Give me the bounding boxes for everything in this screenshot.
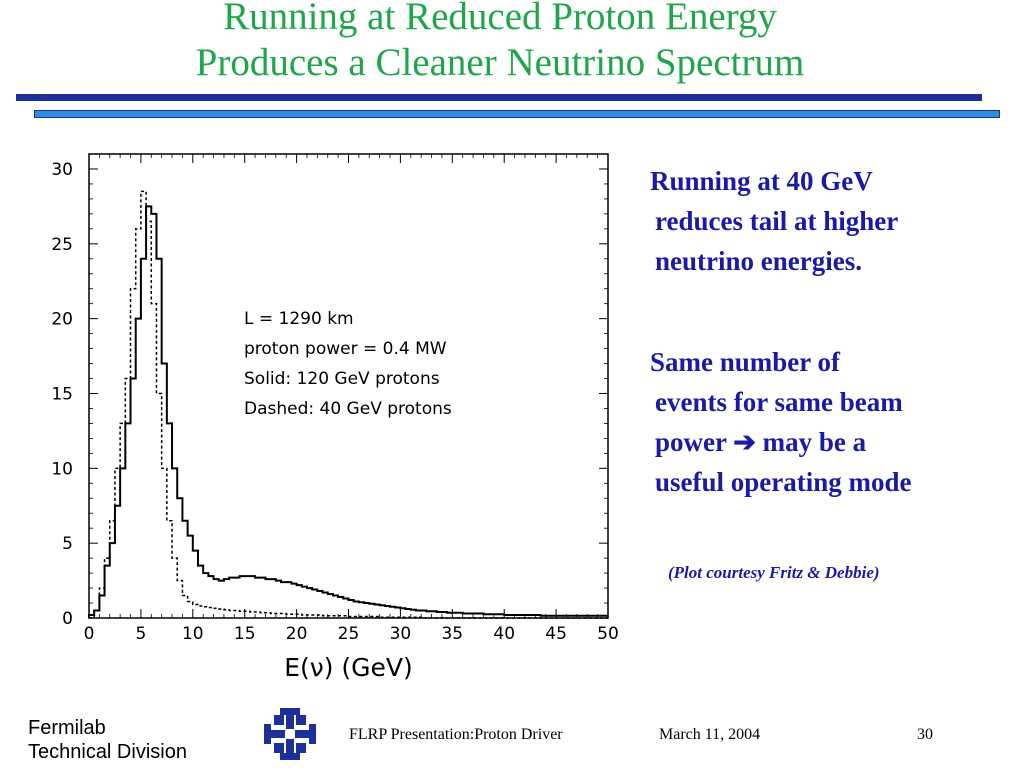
chart-annotation: Dashed: 40 GeV protons (244, 399, 452, 419)
x-tick-label: 30 (390, 624, 412, 644)
plot-credit: (Plot courtesy Fritz & Debbie) (668, 563, 880, 582)
slide-title: Running at Reduced Proton Energy Produce… (0, 0, 1000, 86)
x-tick-label: 20 (286, 624, 308, 644)
y-tick-label: 20 (51, 310, 73, 330)
footer-presentation: FLRP Presentation:Proton Driver (349, 726, 563, 743)
x-tick-label: 45 (545, 624, 567, 644)
y-tick-label: 25 (51, 235, 73, 255)
y-tick-label: 0 (62, 609, 73, 629)
y-tick-label: 15 (51, 384, 73, 404)
bullet-2-line-3: power ➔ may be a (655, 427, 867, 457)
x-tick-label: 50 (597, 624, 619, 644)
bullet-text-1: Running at 40 GeV reduces tail at higher… (648, 161, 898, 281)
x-tick-label: 25 (338, 624, 360, 644)
x-axis-label: E(ν) (GeV) (284, 653, 413, 682)
x-tick-label: 0 (84, 624, 95, 644)
series-120gev-solid-histogram (88, 205, 608, 618)
title-line-2: Produces a Cleaner Neutrino Spectrum (195, 41, 805, 84)
x-tick-label: 5 (135, 624, 146, 644)
bullet-2-line-4: useful operating mode (655, 467, 912, 497)
x-tick-label: 15 (234, 624, 256, 644)
title-underline-dark (16, 94, 982, 101)
x-tick-label: 35 (441, 624, 463, 644)
bullet-1-line-1: Running at 40 GeV (650, 166, 873, 196)
bullet-1-line-3: neutrino energies. (655, 246, 862, 276)
bullet-2-line-1: Same number of (650, 347, 841, 377)
bullet-1-line-2: reduces tail at higher (655, 206, 899, 236)
title-line-1: Running at Reduced Proton Energy (223, 0, 777, 38)
bullet-text-2: Same number of events for same beam powe… (648, 342, 912, 502)
footer-org-line-1: Fermilab (28, 717, 106, 739)
footer-org-line-2: Technical Division (28, 741, 187, 763)
y-tick-label: 5 (62, 534, 73, 554)
neutrino-spectrum-chart: 0 5 10 15 20 25 30 35 40 45 50 0 5 10 15 20 25 30 E(ν) (Ge… (51, 153, 619, 682)
page-number: 30 (917, 726, 933, 743)
bullet-2-line-2: events for same beam (655, 387, 903, 417)
chart-annotation: proton power = 0.4 MW (244, 339, 447, 359)
footer-organization: Fermilab Technical Division (28, 716, 187, 764)
fermilab-logo-icon (264, 708, 316, 760)
chart-annotation: Solid: 120 GeV protons (244, 369, 440, 389)
title-underline-light (34, 110, 1000, 118)
x-tick-label: 40 (493, 624, 515, 644)
series-40gev-dashed-histogram (89, 190, 608, 619)
x-tick-label: 10 (182, 624, 204, 644)
y-tick-label: 30 (51, 160, 73, 180)
y-tick-label: 10 (51, 459, 73, 479)
footer-date: March 11, 2004 (659, 726, 761, 743)
chart-annotation: L = 1290 km (244, 309, 354, 329)
